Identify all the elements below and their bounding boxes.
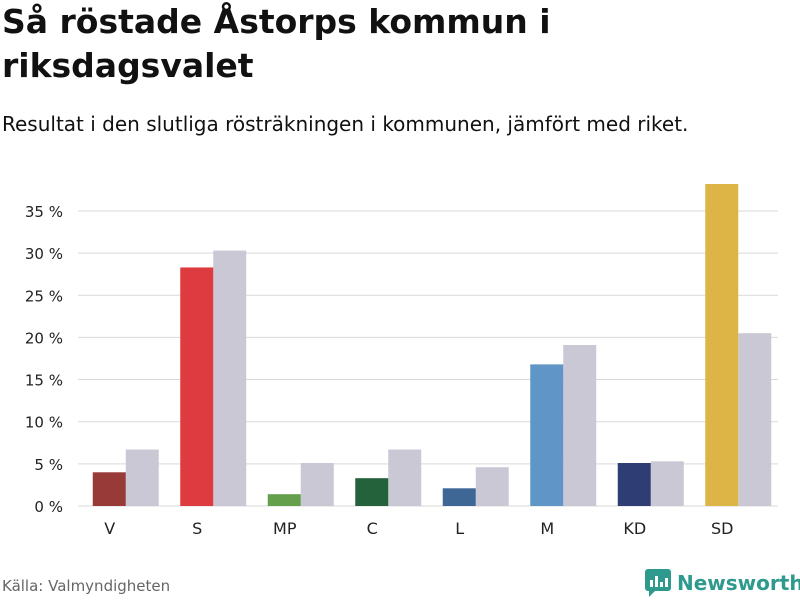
y-tick-label: 10 % xyxy=(25,414,63,432)
bar-riket xyxy=(650,461,684,506)
x-tick-label: V xyxy=(104,519,115,538)
chart-subtitle: Resultat i den slutliga rösträkningen i … xyxy=(2,112,689,136)
bars xyxy=(92,184,772,506)
y-tick-label: 5 % xyxy=(34,456,63,474)
bar-riket xyxy=(300,463,334,506)
bar-kommun xyxy=(705,184,739,506)
x-axis-ticks: V S MP C L M KD SD xyxy=(104,519,733,538)
y-axis-ticks: 0 % 5 % 10 % 15 % 20 % 25 % 30 % 35 % xyxy=(25,203,63,516)
x-tick-label: L xyxy=(455,519,464,538)
x-tick-label: C xyxy=(367,519,378,538)
bar-riket xyxy=(738,333,772,506)
bar-kommun xyxy=(442,488,476,506)
bar-kommun xyxy=(617,463,651,506)
y-tick-label: 30 % xyxy=(25,245,63,263)
y-tick-label: 15 % xyxy=(25,372,63,390)
x-tick-label: SD xyxy=(711,519,733,538)
brand-logo: Newsworthy xyxy=(645,569,800,597)
bar-riket xyxy=(475,467,509,506)
y-tick-label: 0 % xyxy=(34,498,63,516)
bar-riket xyxy=(563,345,597,506)
source-note: Källa: Valmyndigheten xyxy=(2,577,171,595)
bar-kommun xyxy=(180,267,214,506)
bar-kommun xyxy=(530,364,564,506)
y-tick-label: 25 % xyxy=(25,287,63,305)
bar-riket xyxy=(388,449,422,506)
y-tick-label: 35 % xyxy=(25,203,63,221)
bar-riket xyxy=(125,449,159,506)
x-tick-label: KD xyxy=(623,519,646,538)
x-tick-label: S xyxy=(192,519,202,538)
bar-riket xyxy=(213,250,247,506)
bar-kommun xyxy=(92,472,126,506)
bar-kommun xyxy=(267,494,301,506)
x-tick-label: MP xyxy=(273,519,297,538)
newsworthy-logo-icon xyxy=(645,569,671,597)
x-tick-label: M xyxy=(540,519,554,538)
y-tick-label: 20 % xyxy=(25,329,63,347)
chart-title: Så röstade Åstorps kommun i riksdagsvale… xyxy=(2,2,551,85)
brand-name: Newsworthy xyxy=(677,571,800,595)
bar-kommun xyxy=(355,478,389,506)
